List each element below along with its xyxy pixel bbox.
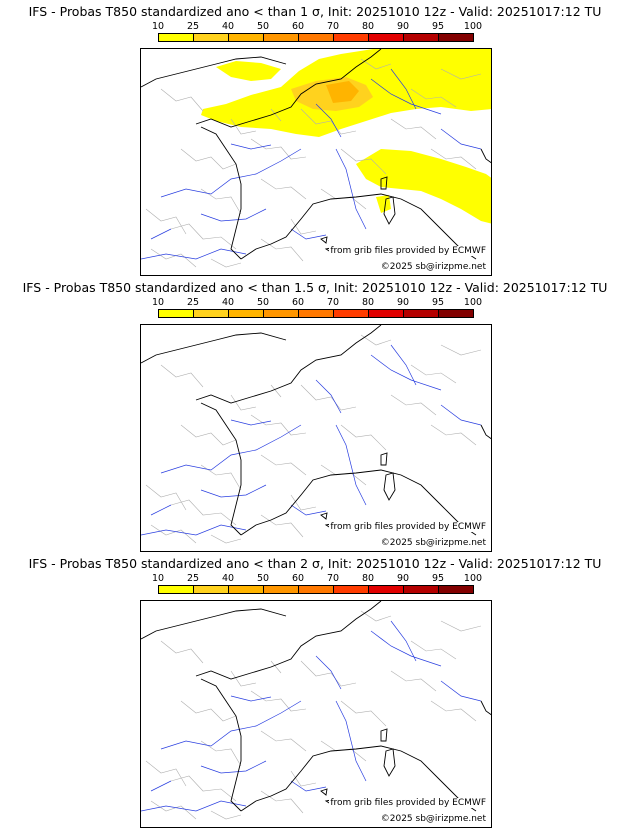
colorbar-swatch [229,34,264,41]
rivers [141,68,482,260]
colorbar-tick: 90 [396,21,410,32]
colorbar [158,33,474,42]
admin-boundaries [145,334,482,544]
coastlines [141,601,491,812]
probability-field [201,49,491,224]
coastlines [141,49,491,260]
map-canvas [141,49,491,268]
colorbar-swatch [439,310,473,317]
colorbar-swatch [439,586,473,593]
colorbar-swatch [404,34,439,41]
coastlines [141,325,491,536]
colorbar-swatch [369,310,404,317]
map: from grib files provided by ECMWF ©2025 … [140,48,492,276]
colorbar-tick: 80 [361,297,375,308]
colorbar-tick: 70 [326,573,340,584]
colorbar-swatch [334,310,369,317]
colorbar-swatch [159,310,194,317]
map-panel-2: IFS - Probas T850 standardized ano < tha… [0,276,630,552]
admin-boundaries [145,58,482,268]
admin-boundaries [145,610,482,820]
map-panel-1: IFS - Probas T850 standardized ano < tha… [0,0,630,276]
colorbar-swatch [369,586,404,593]
colorbar-swatch [439,34,473,41]
panel-title: IFS - Probas T850 standardized ano < tha… [22,280,608,295]
colorbar-swatch [194,34,229,41]
colorbar-tick: 50 [256,573,270,584]
credit-copyright: ©2025 sb@irizpme.net [379,814,487,824]
map-canvas [141,325,491,544]
credit-copyright: ©2025 sb@irizpme.net [379,538,487,548]
colorbar-swatch [194,310,229,317]
colorbar-tick: 80 [361,21,375,32]
panel-title: IFS - Probas T850 standardized ano < tha… [28,4,602,19]
colorbar-tick: 60 [291,21,305,32]
map: from grib files provided by ECMWF ©2025 … [140,324,492,552]
colorbar-tick: 25 [186,21,200,32]
colorbar-tick: 95 [431,21,445,32]
colorbar-labels: 10 25 40 50 60 70 80 90 95 100 [151,573,482,585]
colorbar-tick: 95 [431,573,445,584]
colorbar-swatch [299,34,334,41]
colorbar-tick: 90 [396,573,410,584]
colorbar-tick: 40 [221,21,235,32]
credit-source: from grib files provided by ECMWF [329,798,487,808]
colorbar-swatch [264,34,299,41]
colorbar-labels: 10 25 40 50 60 70 80 90 95 100 [151,21,482,33]
colorbar-tick: 10 [151,21,165,32]
colorbar-swatch [404,586,439,593]
colorbar-swatch [334,34,369,41]
colorbar-swatch [159,586,194,593]
credit-source: from grib files provided by ECMWF [329,522,487,532]
colorbar-swatch [299,586,334,593]
colorbar-tick: 40 [221,297,235,308]
colorbar-tick: 40 [221,573,235,584]
colorbar-tick: 80 [361,573,375,584]
colorbar-tick: 90 [396,297,410,308]
rivers [141,344,482,536]
colorbar-swatch [299,310,334,317]
colorbar-swatch [334,586,369,593]
colorbar-swatch [159,34,194,41]
colorbar-tick: 25 [186,573,200,584]
map-canvas [141,601,491,820]
colorbar-tick: 50 [256,297,270,308]
colorbar-tick: 10 [151,573,165,584]
colorbar-tick: 70 [326,297,340,308]
colorbar-tick: 70 [326,21,340,32]
colorbar-swatch [369,34,404,41]
colorbar-tick: 10 [151,297,165,308]
colorbar-swatch [194,586,229,593]
colorbar-tick: 95 [431,297,445,308]
colorbar-swatch [264,586,299,593]
rivers [141,620,482,812]
colorbar-tick: 60 [291,573,305,584]
colorbar-tick: 100 [463,297,483,308]
colorbar-swatch [264,310,299,317]
colorbar [158,585,474,594]
colorbar-tick: 25 [186,297,200,308]
colorbar-tick: 50 [256,21,270,32]
colorbar-swatch [229,310,264,317]
colorbar-tick: 100 [463,573,483,584]
colorbar [158,309,474,318]
map-panel-3: IFS - Probas T850 standardized ano < tha… [0,552,630,828]
colorbar-labels: 10 25 40 50 60 70 80 90 95 100 [151,297,482,309]
colorbar-swatch [404,310,439,317]
colorbar-swatch [229,586,264,593]
panel-title: IFS - Probas T850 standardized ano < tha… [28,556,602,571]
credit-copyright: ©2025 sb@irizpme.net [379,262,487,272]
credit-source: from grib files provided by ECMWF [329,246,487,256]
map: from grib files provided by ECMWF ©2025 … [140,600,492,828]
colorbar-tick: 60 [291,297,305,308]
colorbar-tick: 100 [463,21,483,32]
